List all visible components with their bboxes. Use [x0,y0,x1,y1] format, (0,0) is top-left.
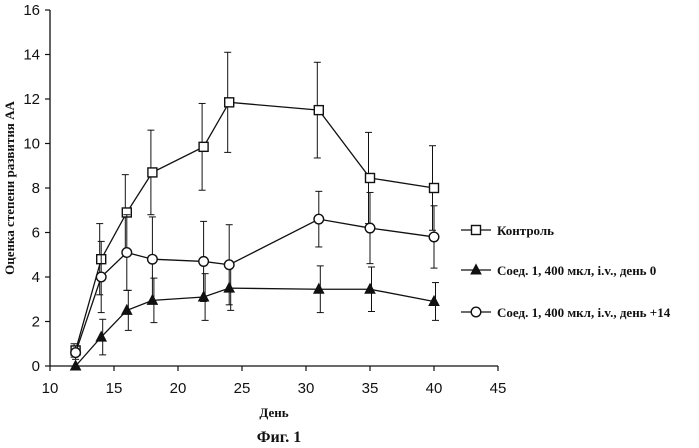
data-point [96,272,106,282]
x-axis-title: День [259,405,288,420]
x-tick-label: 30 [298,380,315,397]
series-line [76,288,434,366]
axes: 0 2 4 6 8 10 12 14 16 10 15 20 25 30 35 40 45 [23,2,506,397]
x-tick-label: 20 [170,380,187,397]
data-point [199,142,208,151]
y-tick-label: 0 [32,358,40,375]
x-tick-label: 35 [362,380,379,397]
x-tick-label: 10 [42,380,59,397]
legend-marker [471,307,481,317]
y-tick-label: 6 [32,225,40,242]
legend-label: Соед. 1, 400 мкл, i.v., день +14 [497,305,671,320]
y-tick-label: 2 [32,314,40,331]
y-tick-label: 4 [32,269,40,286]
legend: Контроль Соед. 1, 400 мкл, i.v., день 0 Со… [461,223,671,320]
data-point [365,223,375,233]
legend-marker [471,265,481,275]
series-layer [71,52,439,370]
legend-item-day0: Соед. 1, 400 мкл, i.v., день 0 [461,263,656,278]
x-tick-label: 45 [490,380,507,397]
data-point [122,248,132,258]
data-point [199,257,209,267]
x-tick-label: 40 [426,380,443,397]
y-axis-title: Оценка степени развития АА [2,101,17,275]
legend-label: Соед. 1, 400 мкл, i.v., день 0 [497,263,656,278]
series-line [76,219,434,353]
legend-marker [472,226,481,235]
data-point [148,168,157,177]
data-point [314,214,324,224]
x-tick-label: 25 [234,380,251,397]
series-day0 [71,266,439,370]
data-point [71,348,81,358]
y-tick-label: 14 [23,47,40,64]
data-point [430,184,439,193]
data-point [224,260,234,270]
data-point [365,284,375,294]
data-point [225,98,234,107]
y-tick-label: 10 [23,136,40,153]
legend-item-control: Контроль [461,223,554,238]
data-point [314,106,323,115]
y-tick-label: 12 [23,91,40,108]
data-point [366,173,375,182]
data-point [314,284,324,294]
legend-label: Контроль [497,223,554,238]
y-tick-label: 8 [32,180,40,197]
y-tick-label: 16 [23,2,40,19]
data-point [148,254,158,264]
legend-item-day14: Соед. 1, 400 мкл, i.v., день +14 [461,305,671,320]
figure-caption: Фиг. 1 [257,429,301,446]
x-tick-label: 15 [106,380,123,397]
data-point [429,232,439,242]
